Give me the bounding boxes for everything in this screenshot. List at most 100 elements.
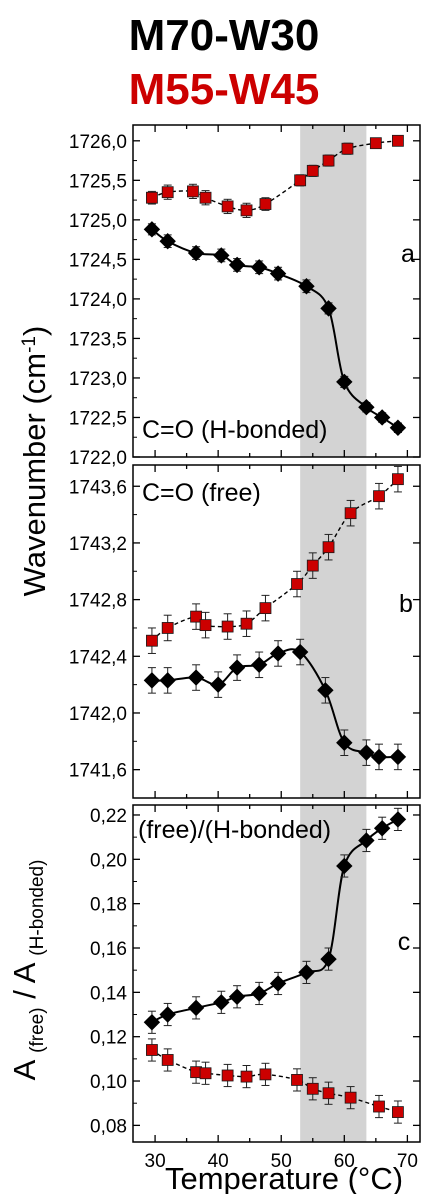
data-point-m70-w30 bbox=[336, 857, 353, 875]
data-point-m55-w45 bbox=[199, 619, 212, 632]
data-point-m70-w30 bbox=[336, 373, 353, 391]
data-point-m70-w30 bbox=[213, 247, 230, 264]
data-point-m70-w30 bbox=[358, 398, 375, 416]
data-point-m55-w45 bbox=[373, 1100, 385, 1113]
y-tick-label: 1725,5 bbox=[69, 171, 127, 192]
x-tick-label: 40 bbox=[208, 1151, 229, 1172]
data-point-m70-w30 bbox=[187, 999, 205, 1017]
panel-b: 1741,6 1742,0 1742,4 1742,8 1743,2 1743,6 C=O … bbox=[69, 464, 421, 799]
y-tick-label: 0,22 bbox=[90, 806, 127, 827]
x-tick-label: 60 bbox=[334, 1151, 355, 1172]
data-point-m70-w30 bbox=[250, 656, 268, 674]
data-point-m55-w45 bbox=[161, 186, 174, 199]
data-point-m70-w30 bbox=[228, 659, 246, 676]
y-tick-label: 1743,6 bbox=[69, 477, 127, 498]
data-point-m70-w30 bbox=[143, 672, 161, 689]
data-point-m70-w30 bbox=[389, 748, 407, 766]
y-tick-label: 1723,0 bbox=[69, 369, 127, 390]
data-point-m55-w45 bbox=[291, 578, 303, 590]
transition-shading-band bbox=[300, 125, 367, 457]
data-point-m55-w45 bbox=[322, 1087, 335, 1100]
data-point-m55-w45 bbox=[392, 134, 404, 147]
data-point-m55-w45 bbox=[161, 622, 174, 634]
data-point-m70-w30 bbox=[389, 811, 407, 828]
panel-c: 0,08 0,10 0,12 0,14 0,16 0,18 0,20 0,22 30 40 50 60… bbox=[90, 804, 421, 1172]
data-point-m70-w30 bbox=[228, 256, 246, 274]
data-point-m55-w45 bbox=[392, 473, 404, 486]
y-axis-label-absorbance-ratio: A (free) / A (H-bonded) bbox=[7, 860, 50, 1081]
data-point-m70-w30 bbox=[317, 682, 334, 699]
y-tick-label: 1723,5 bbox=[69, 329, 127, 350]
y-tick-label: 1741,6 bbox=[69, 761, 127, 782]
data-point-m55-w45 bbox=[306, 164, 319, 177]
legend-title-m70-w30: M70-W30 bbox=[128, 11, 320, 60]
y-tick-label: 1722,0 bbox=[69, 448, 127, 469]
data-point-m70-w30 bbox=[389, 419, 407, 436]
data-point-m55-w45 bbox=[187, 185, 199, 198]
data-point-m55-w45 bbox=[322, 541, 335, 554]
data-point-m55-w45 bbox=[221, 620, 234, 633]
panel-annotation: C=O (free) bbox=[142, 479, 261, 507]
data-point-m70-w30 bbox=[269, 645, 287, 662]
data-point-m55-w45 bbox=[392, 1106, 404, 1118]
data-point-m70-w30 bbox=[209, 676, 227, 693]
data-point-m55-w45 bbox=[146, 634, 158, 647]
y-tick-label: 0,14 bbox=[90, 983, 127, 1004]
panel-a: 1722,0 1722,5 1723,0 1723,5 1724,0 1724,5 1725… bbox=[69, 124, 421, 469]
x-tick-label: 70 bbox=[397, 1151, 418, 1172]
data-point-m70-w30 bbox=[228, 988, 246, 1005]
plot-area bbox=[143, 134, 407, 436]
data-point-m70-w30 bbox=[250, 985, 268, 1002]
data-point-m70-w30 bbox=[320, 300, 337, 317]
y-axis-label-wavenumber: Wavenumber (cm-1) bbox=[17, 326, 52, 597]
data-point-m70-w30 bbox=[373, 820, 391, 837]
data-point-m55-w45 bbox=[240, 1070, 253, 1083]
data-point-m70-w30 bbox=[370, 748, 388, 766]
data-point-m55-w45 bbox=[199, 1067, 212, 1080]
data-point-m55-w45 bbox=[369, 137, 382, 150]
data-point-m70-w30 bbox=[298, 278, 315, 295]
plot-area bbox=[143, 465, 407, 771]
data-point-m70-w30 bbox=[298, 964, 315, 981]
data-point-m70-w30 bbox=[143, 221, 161, 238]
data-point-m70-w30 bbox=[213, 994, 230, 1011]
plot-frame bbox=[132, 804, 421, 1143]
data-point-m55-w45 bbox=[344, 507, 357, 520]
y-tick-label: 0,18 bbox=[90, 895, 127, 916]
x-tick-label: 50 bbox=[271, 1151, 292, 1172]
data-point-m70-w30 bbox=[269, 975, 287, 992]
data-point-m55-w45 bbox=[240, 204, 253, 217]
data-point-m70-w30 bbox=[291, 643, 309, 661]
transition-shading-band bbox=[300, 465, 367, 798]
data-point-m55-w45 bbox=[161, 1054, 174, 1066]
panel-letter: c bbox=[398, 928, 411, 956]
data-point-m55-w45 bbox=[190, 610, 202, 623]
plot-frame bbox=[132, 124, 421, 458]
y-tick-label: 0,08 bbox=[90, 1116, 127, 1137]
data-point-m55-w45 bbox=[306, 559, 319, 572]
y-tick-label: 1742,4 bbox=[69, 647, 128, 668]
data-point-m70-w30 bbox=[143, 1014, 161, 1031]
data-point-m55-w45 bbox=[146, 1044, 158, 1056]
panel-annotation: C=O (H-bonded) bbox=[142, 416, 328, 444]
data-point-m55-w45 bbox=[259, 1068, 272, 1081]
x-tick-label: 30 bbox=[145, 1151, 166, 1172]
y-tick-label: 1725,0 bbox=[69, 211, 127, 232]
data-point-m55-w45 bbox=[294, 174, 307, 187]
data-point-m70-w30 bbox=[159, 232, 176, 250]
y-tick-label: 1726,0 bbox=[69, 132, 127, 153]
data-point-m70-w30 bbox=[187, 669, 205, 686]
data-point-m55-w45 bbox=[199, 191, 212, 204]
data-point-m70-w30 bbox=[358, 832, 375, 849]
plot-frame bbox=[132, 464, 421, 799]
data-point-m55-w45 bbox=[344, 1091, 357, 1104]
legend-title-m55-w45: M55-W45 bbox=[128, 65, 320, 114]
data-point-m55-w45 bbox=[322, 154, 335, 167]
data-point-m70-w30 bbox=[269, 265, 287, 282]
data-point-m70-w30 bbox=[159, 1006, 176, 1023]
panel-annotation: (free)/(H-bonded) bbox=[138, 816, 331, 844]
data-point-m55-w45 bbox=[259, 198, 272, 210]
data-point-m55-w45 bbox=[306, 1082, 319, 1095]
y-tick-label: 0,20 bbox=[90, 850, 127, 871]
